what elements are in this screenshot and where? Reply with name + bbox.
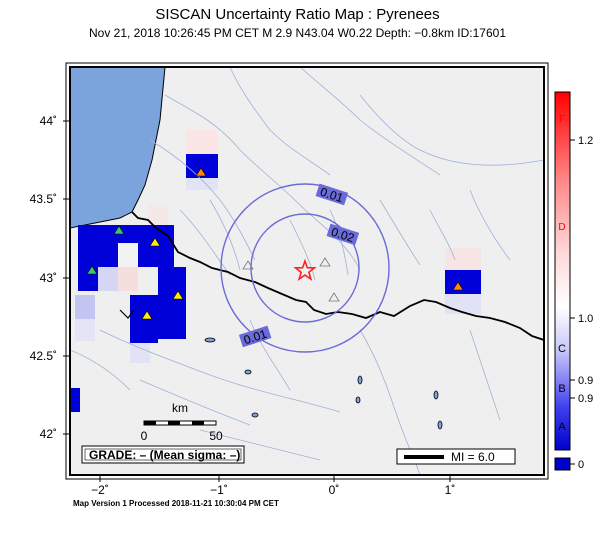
lat-tick-label: 44˚ xyxy=(40,114,57,128)
colorbar-zero-swatch xyxy=(554,457,571,471)
event-subtitle: Nov 21, 2018 10:26:45 PM CET M 2.9 N43.0… xyxy=(88,26,507,40)
contour-label: 0.01 xyxy=(242,327,269,348)
mi-text: MI = 6.0 xyxy=(451,450,495,464)
latitude-axis: 44˚ 43.5˚ 43˚ 42.5˚ 42˚ xyxy=(30,114,70,441)
grade-letter: C xyxy=(558,343,566,355)
grade-letter: D xyxy=(558,222,565,233)
grade-letter: A xyxy=(558,421,566,433)
processing-footer: Map Version 1 Processed 2018-11-21 10:30… xyxy=(73,499,279,508)
contour-label: 0.01 xyxy=(318,185,345,206)
map-frame xyxy=(69,66,545,476)
contour-labels: 0.01 0.02 0.01 xyxy=(238,183,360,348)
lon-tick-label: −1˚ xyxy=(210,483,228,497)
grade-box: GRADE: – (Mean sigma: –) xyxy=(81,445,245,464)
scale-start: 0 xyxy=(141,429,148,443)
epicenter-star-icon xyxy=(293,258,317,282)
station-triangle xyxy=(113,225,125,235)
contour-label: 0.02 xyxy=(329,225,356,246)
scale-bar: km 0 50 xyxy=(141,401,223,443)
lat-tick-label: 42.5˚ xyxy=(30,349,57,363)
colorbar-value: 0.9 xyxy=(578,393,593,405)
grade-letter: F xyxy=(559,114,565,125)
map-title: SISCAN Uncertainty Ratio Map : Pyrenees xyxy=(155,6,440,23)
station-triangle xyxy=(328,292,340,302)
rivers xyxy=(70,67,544,475)
uncertainty-contours xyxy=(220,183,390,353)
lon-tick-label: −2˚ xyxy=(91,483,109,497)
mi-box: MI = 6.0 xyxy=(396,448,516,465)
colorbar-gradient xyxy=(554,91,571,451)
grade-text: GRADE: – (Mean sigma: –) xyxy=(89,448,240,462)
colorbar-value: 0.9 xyxy=(578,375,593,387)
lat-tick-label: 42˚ xyxy=(40,427,57,441)
station-triangle xyxy=(172,290,184,300)
scale-end: 50 xyxy=(209,429,223,443)
lat-tick-label: 43˚ xyxy=(40,271,57,285)
lakes xyxy=(204,337,443,430)
station-triangle xyxy=(319,257,331,267)
colorbar-value: 1.0 xyxy=(578,313,593,325)
grade-letter: B xyxy=(558,383,565,395)
colorbar: F D C B A 1.2 1.0 0.9 0.9 0 xyxy=(554,91,593,471)
longitude-axis: −2˚ −1˚ 0˚ 1˚ xyxy=(91,475,455,497)
lon-tick-label: 0˚ xyxy=(329,483,340,497)
lat-tick-label: 43.5˚ xyxy=(30,192,57,206)
station-triangle xyxy=(141,310,153,320)
station-triangle xyxy=(149,237,161,247)
colorbar-value: 0 xyxy=(578,459,584,471)
colorbar-value: 1.2 xyxy=(578,135,593,147)
station-triangle xyxy=(195,167,207,177)
lon-tick-label: 1˚ xyxy=(445,483,456,497)
station-triangle xyxy=(86,265,98,275)
scale-unit: km xyxy=(172,401,188,415)
station-triangle xyxy=(452,281,464,291)
stations xyxy=(86,167,464,320)
national-border xyxy=(131,211,544,341)
station-triangle xyxy=(242,260,254,270)
